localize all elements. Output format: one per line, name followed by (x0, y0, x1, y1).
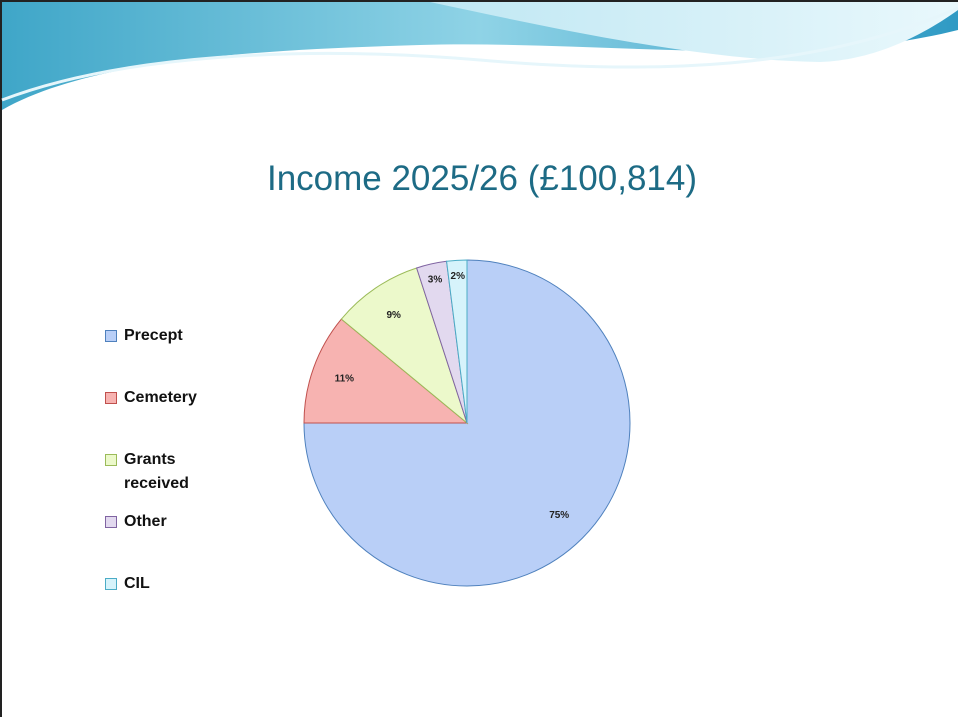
data-label: 3% (428, 274, 443, 285)
legend-label: Cemetery (124, 389, 197, 406)
header-swoosh-light (430, 2, 958, 62)
header-swoosh-line (1, 6, 959, 102)
legend-swatch (105, 454, 117, 466)
legend-item: Precept (105, 324, 234, 348)
pie-slice (303, 318, 469, 424)
chart-title: Income 2025/26 (£100,814) (267, 159, 697, 198)
legend-item: Cemetery (105, 386, 234, 410)
legend-label: CIL (124, 575, 150, 592)
data-label: 9% (386, 310, 401, 321)
legend-item: Grants received (105, 448, 214, 496)
data-label: 11% (335, 373, 355, 384)
legend-label: Other (124, 513, 167, 530)
legend-label: Grants received (124, 451, 189, 492)
data-label: 2% (451, 271, 466, 282)
legend-item: CIL (105, 572, 234, 596)
legend-swatch (105, 392, 117, 404)
legend-swatch (105, 330, 117, 342)
pie-slice (303, 259, 631, 587)
pie: 75% 11% 9% 3% 2% (303, 259, 631, 587)
pie-slice (340, 267, 469, 425)
legend-item: Other (105, 510, 234, 534)
legend-label: Precept (124, 327, 183, 344)
data-label: 75% (549, 510, 569, 521)
legend-swatch (105, 578, 117, 590)
pie-slice (446, 259, 468, 424)
legend-swatch (105, 516, 117, 528)
